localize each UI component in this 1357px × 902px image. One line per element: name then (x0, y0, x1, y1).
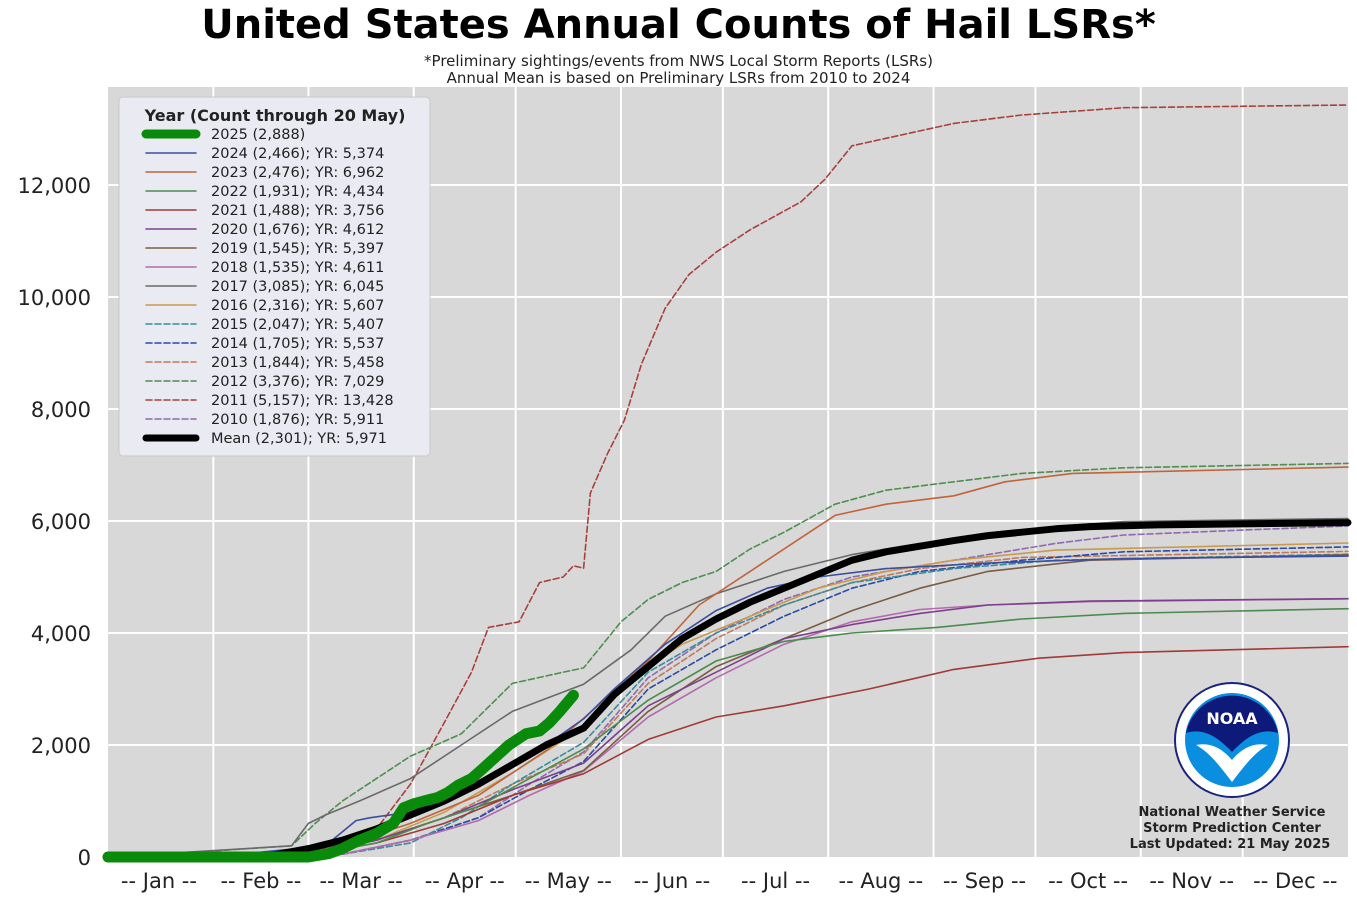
footer-line-2: Storm Prediction Center (1143, 821, 1321, 836)
x-tick-label: -- Nov -- (1149, 869, 1234, 893)
x-tick-label: -- Jun -- (634, 869, 710, 893)
footer-credits: National Weather Service Storm Predictio… (1130, 805, 1331, 852)
series-line-1 (107, 555, 1349, 858)
legend-entry-label: 2025 (2,888) (211, 127, 305, 143)
y-tick-label: 6,000 (31, 510, 91, 534)
legend-entry-label: Mean (2,301); YR: 5,971 (211, 431, 387, 447)
y-tick-label: 10,000 (18, 286, 91, 310)
x-tick-label: -- Oct -- (1048, 869, 1128, 893)
y-axis-ticks: 0 2,000 4,000 6,000 8,000 10,000 12,000 (18, 174, 91, 870)
chart-subtitle-line-1: *Preliminary sightings/events from NWS L… (424, 52, 933, 70)
legend-entry-label: 2019 (1,545); YR: 5,397 (211, 241, 384, 257)
x-axis-ticks: -- Jan -- -- Feb -- -- Mar -- -- Apr -- -- M… (121, 869, 1338, 893)
series-line-10 (107, 553, 1349, 858)
chart-title: United States Annual Counts of Hail LSRs… (201, 2, 1156, 48)
x-tick-label: -- May -- (525, 869, 612, 893)
y-tick-label: 2,000 (31, 734, 91, 758)
x-tick-label: -- Sep -- (943, 869, 1026, 893)
legend-box (118, 96, 431, 457)
x-tick-label: -- Feb -- (220, 869, 301, 893)
legend-entry-label: 2021 (1,488); YR: 3,756 (211, 203, 384, 219)
y-tick-label: 12,000 (18, 174, 91, 198)
footer-line-1: National Weather Service (1139, 805, 1326, 820)
y-tick-label: 0 (78, 846, 91, 870)
legend-entry-label: 2024 (2,466); YR: 5,374 (211, 146, 384, 162)
legend-entry-label: 2014 (1,705); YR: 5,537 (211, 336, 384, 352)
legend-entry-label: 2017 (3,085); YR: 6,045 (211, 279, 384, 295)
series-line-0 (102, 689, 579, 863)
x-tick-label: -- Jul -- (741, 869, 810, 893)
legend-entry-label: 2011 (5,157); YR: 13,428 (211, 393, 394, 409)
legend-entry-label: 2022 (1,931); YR: 4,434 (211, 184, 384, 200)
legend-entry-label: 2012 (3,376); YR: 7,029 (211, 374, 384, 390)
legend: Year (Count through 20 May) 2025 (2,888)… (118, 96, 431, 457)
x-tick-label: -- Dec -- (1253, 869, 1337, 893)
legend-entry-label: 2013 (1,844); YR: 5,458 (211, 355, 384, 371)
legend-entry-label: 2020 (1,676); YR: 4,612 (211, 222, 384, 238)
legend-entry-label: 2016 (2,316); YR: 5,607 (211, 298, 384, 314)
x-tick-label: -- Jan -- (121, 869, 197, 893)
noaa-logo: NOAA (1174, 682, 1290, 798)
series-line-13 (107, 462, 1349, 858)
x-tick-label: -- Apr -- (425, 869, 505, 893)
footer-line-3: Last Updated: 21 May 2025 (1130, 837, 1331, 852)
legend-title: Year (Count through 20 May) (144, 106, 406, 125)
y-tick-label: 8,000 (31, 398, 91, 422)
legend-entry-label: 2023 (2,476); YR: 6,962 (211, 165, 384, 181)
series-line-5 (107, 597, 1349, 858)
y-tick-label: 4,000 (31, 622, 91, 646)
chart-subtitle-line-2: Annual Mean is based on Preliminary LSRs… (446, 69, 911, 87)
legend-entry-label: 2018 (1,535); YR: 4,611 (211, 260, 384, 276)
noaa-logo-text: NOAA (1206, 709, 1258, 728)
series-line-4 (107, 645, 1349, 858)
series-line-14 (107, 104, 1349, 858)
legend-entry-label: 2010 (1,876); YR: 5,911 (211, 412, 384, 428)
series-line-3 (107, 607, 1349, 858)
series-layer (102, 104, 1352, 863)
legend-items: 2025 (2,888) 2024 (2,466); YR: 5,374 2023 … (141, 127, 394, 447)
x-tick-label: -- Mar -- (319, 869, 402, 893)
legend-entry-label: 2015 (2,047); YR: 5,407 (211, 317, 384, 333)
x-tick-label: -- Aug -- (839, 869, 924, 893)
